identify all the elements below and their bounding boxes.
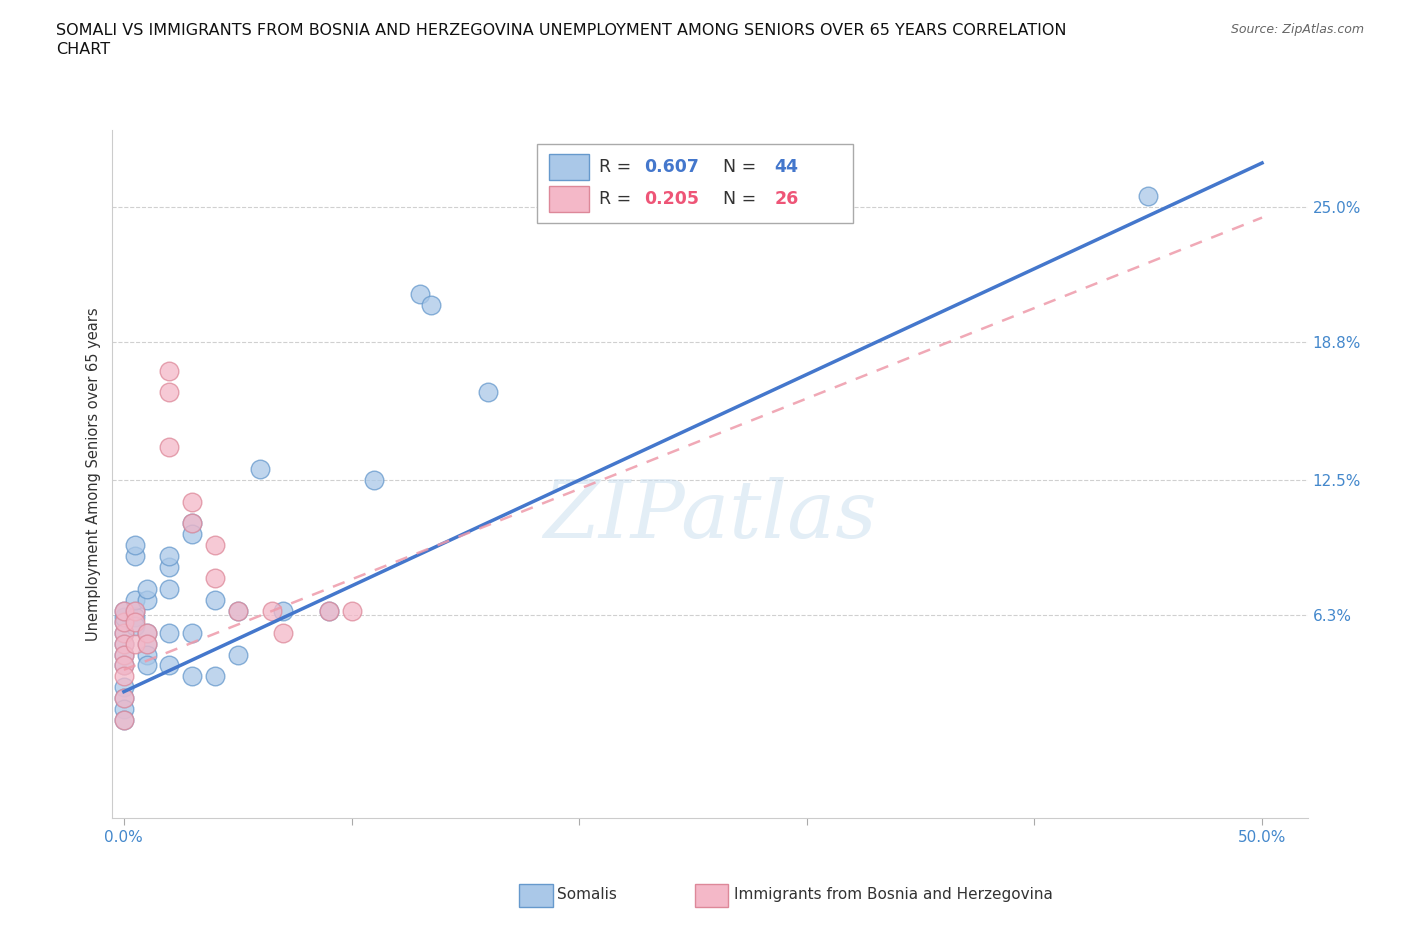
Text: 0.205: 0.205: [644, 190, 699, 208]
Text: CHART: CHART: [56, 42, 110, 57]
Point: [112, 604, 135, 618]
Point: [124, 604, 146, 618]
Text: R =: R =: [599, 158, 637, 177]
Point: [112, 691, 135, 706]
Point: [157, 658, 180, 673]
Point: [124, 610, 146, 625]
Point: [249, 461, 271, 476]
Point: [420, 298, 443, 312]
Text: N =: N =: [713, 158, 762, 177]
Point: [204, 669, 226, 684]
Point: [112, 680, 135, 695]
Point: [112, 636, 135, 651]
Point: [204, 571, 226, 586]
Point: [318, 604, 340, 618]
Point: [181, 527, 204, 542]
Point: [157, 363, 180, 378]
Point: [124, 538, 146, 552]
Point: [271, 625, 294, 640]
Point: [226, 604, 249, 618]
Point: [135, 625, 157, 640]
Point: [124, 618, 146, 633]
Point: [135, 636, 157, 651]
Text: N =: N =: [713, 190, 762, 208]
Point: [318, 604, 340, 618]
Point: [363, 472, 385, 487]
Point: [477, 385, 499, 400]
FancyBboxPatch shape: [537, 144, 853, 223]
Point: [112, 625, 135, 640]
Y-axis label: Unemployment Among Seniors over 65 years: Unemployment Among Seniors over 65 years: [86, 308, 101, 641]
Point: [260, 604, 283, 618]
Point: [271, 604, 294, 618]
Text: 26: 26: [775, 190, 799, 208]
Point: [1137, 188, 1160, 203]
Point: [157, 560, 180, 575]
Point: [181, 669, 204, 684]
Point: [112, 647, 135, 662]
Point: [112, 615, 135, 630]
Point: [112, 712, 135, 727]
Point: [124, 592, 146, 607]
Point: [124, 549, 146, 564]
Text: Source: ZipAtlas.com: Source: ZipAtlas.com: [1230, 23, 1364, 36]
Text: Immigrants from Bosnia and Herzegovina: Immigrants from Bosnia and Herzegovina: [734, 887, 1053, 902]
Point: [112, 658, 135, 673]
Point: [124, 636, 146, 651]
Point: [124, 604, 146, 618]
Point: [112, 658, 135, 673]
Text: R =: R =: [599, 190, 637, 208]
Point: [340, 604, 363, 618]
Point: [124, 615, 146, 630]
Point: [181, 625, 204, 640]
Point: [181, 516, 204, 531]
Point: [135, 625, 157, 640]
Point: [112, 712, 135, 727]
Point: [112, 647, 135, 662]
Point: [204, 538, 226, 552]
Text: 0.607: 0.607: [644, 158, 699, 177]
Point: [157, 581, 180, 596]
Text: 44: 44: [775, 158, 799, 177]
Point: [112, 615, 135, 630]
Point: [181, 516, 204, 531]
Point: [112, 691, 135, 706]
Point: [157, 440, 180, 455]
FancyBboxPatch shape: [548, 186, 589, 212]
Point: [157, 549, 180, 564]
Point: [135, 647, 157, 662]
Point: [112, 669, 135, 684]
Text: SOMALI VS IMMIGRANTS FROM BOSNIA AND HERZEGOVINA UNEMPLOYMENT AMONG SENIORS OVER: SOMALI VS IMMIGRANTS FROM BOSNIA AND HER…: [56, 23, 1067, 38]
Point: [112, 702, 135, 717]
Point: [226, 604, 249, 618]
Point: [226, 647, 249, 662]
Point: [112, 610, 135, 625]
Point: [157, 385, 180, 400]
Point: [135, 592, 157, 607]
Text: Somalis: Somalis: [557, 887, 617, 902]
Text: ZIPatlas: ZIPatlas: [543, 477, 877, 554]
FancyBboxPatch shape: [548, 154, 589, 180]
Point: [181, 494, 204, 509]
Point: [135, 658, 157, 673]
Point: [112, 625, 135, 640]
Point: [135, 636, 157, 651]
Point: [112, 636, 135, 651]
Point: [204, 592, 226, 607]
Point: [135, 581, 157, 596]
Point: [157, 625, 180, 640]
Point: [112, 604, 135, 618]
Point: [409, 286, 432, 301]
